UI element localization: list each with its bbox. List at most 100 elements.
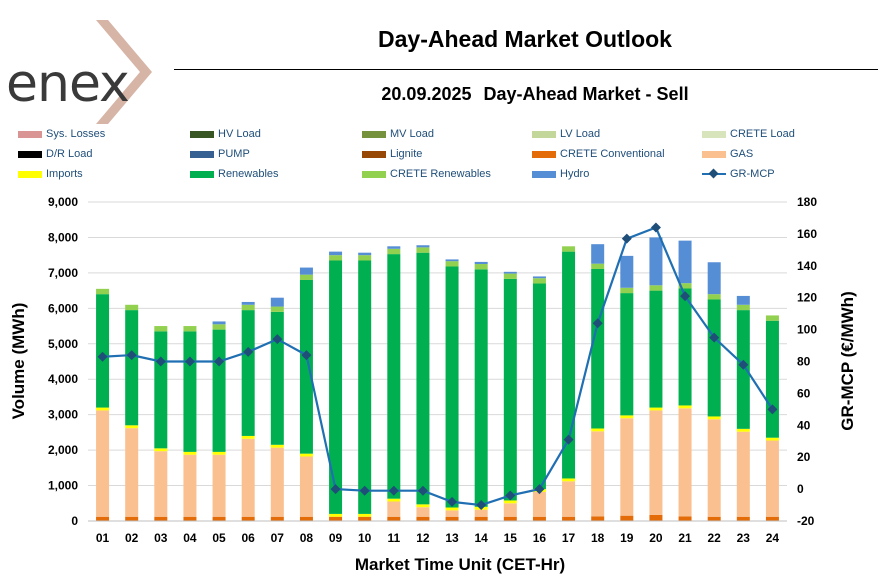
y-tick-label: 3,000 [48,408,78,422]
bar-gas [270,447,284,517]
bar-imports [416,504,430,508]
bar-imports [678,405,692,409]
gr-mcp-point [738,359,749,370]
legend-label: Imports [46,168,83,180]
bar-renewables [591,268,605,429]
legend-label: Sys. Losses [46,128,106,140]
gr-mcp-point [272,334,283,345]
bar-gas [591,431,605,517]
bar-imports [736,428,750,432]
x-tick-label: 04 [183,531,197,545]
bar-crete-conventional [241,516,255,521]
bar-crete-renewables [125,304,139,311]
bar-crete-renewables [358,255,372,261]
y2-tick-label: 0 [797,482,804,496]
bar-gas [96,410,110,517]
bar-crete-conventional [299,516,313,521]
gr-mcp-point [767,404,778,415]
bar-hydro [416,245,430,248]
legend-item-hydro: Hydro [532,166,589,182]
bar-renewables [707,299,721,417]
gr-mcp-point [359,485,370,496]
x-tick-label: 12 [416,531,430,545]
bar-crete-conventional [387,516,401,521]
x-tick-label: 14 [475,531,489,545]
gr-mcp-point [243,346,254,357]
bar-imports [503,500,517,504]
x-axis-label: Market Time Unit (CET-Hr) [355,555,565,574]
page-title: Day-Ahead Market Outlook [378,26,672,52]
bar-crete-conventional [765,516,779,521]
x-tick-label: 06 [242,531,256,545]
bar-gas [241,438,255,517]
x-tick-label: 11 [387,531,400,545]
gr-mcp-point [301,350,312,361]
bar-renewables [270,311,284,445]
bar-crete-renewables [241,304,255,311]
bar-hydro [299,267,313,275]
gridlines [88,201,787,487]
bar-renewables [765,320,779,438]
legend-label: MV Load [390,128,435,140]
bar-imports [299,453,313,457]
legend-swatch-pump [190,150,214,158]
bar-crete-conventional [591,516,605,521]
bar-imports [649,407,663,411]
bar-crete-renewables [416,247,430,253]
gr-mcp-point [184,356,195,367]
legend-swatch-gr-mcp [702,169,726,179]
legend-item-gas: GAS [702,146,753,162]
bar-crete-conventional [474,516,488,521]
bar-crete-renewables [154,326,168,332]
gr-mcp-point [476,500,487,511]
legend-swatch-renewables [190,170,214,178]
bar-gas [416,507,430,517]
chart-legend: Sys. Losses HV Load MV Load LV Load CRETE Lo… [18,126,878,186]
legend-item-gr-mcp: GR-MCP [702,166,775,182]
bar-crete-conventional [358,516,372,521]
legend-swatch-lv-load [532,130,556,138]
brand-wordmark: enex [6,54,130,114]
x-tick-label: 20 [649,531,663,545]
y-tick-label: 4,000 [48,372,78,386]
y-tick-label: 7,000 [48,266,78,280]
bar-crete-renewables [736,304,750,311]
gr-mcp-point [534,484,545,495]
y2-tick-label: 140 [797,259,817,273]
y-tick-label: 0 [71,514,78,528]
legend-swatch-imports [18,170,42,178]
y-axis-label: Volume (MWh) [9,303,28,420]
x-tick-label: 16 [533,531,547,545]
y-axis-left: 0 1,000 2,000 3,000 4,000 5,000 6,000 7,000 8,00… [48,195,78,528]
legend-item-lignite: Lignite [362,146,422,162]
legend-swatch-crete-conventional [532,150,556,158]
bar-imports [591,428,605,432]
bar-crete-conventional [620,515,634,521]
bar-crete-conventional [707,516,721,521]
bar-hydro [678,240,692,284]
x-tick-label: 02 [125,531,139,545]
bar-hydro [707,262,721,295]
bar-renewables [532,283,546,490]
x-axis: 01 02 03 04 05 06 07 08 09 10 11 12 13 14 15 16 17 18 19 20… [96,531,780,545]
bar-gas [765,440,779,517]
bar-imports [620,415,634,419]
enex-logo: enex [0,14,160,124]
bar-crete-renewables [329,255,343,261]
bar-crete-renewables [299,274,313,280]
bar-crete-conventional [212,516,226,521]
bar-gas [299,456,313,517]
bar-imports [358,513,372,517]
bar-gas [474,509,488,517]
bar-crete-renewables [620,287,634,294]
legend-swatch-mv-load [362,130,386,138]
bar-hydro [532,276,546,279]
bar-crete-conventional [736,516,750,521]
legend-swatch-hv-load [190,130,214,138]
bar-hydro [620,255,634,288]
market-date: 20.09.2025 [381,84,472,104]
legend-label: LV Load [560,128,601,140]
bar-crete-renewables [532,278,546,284]
legend-item-lv-load: LV Load [532,126,600,142]
x-tick-label: 03 [154,531,168,545]
